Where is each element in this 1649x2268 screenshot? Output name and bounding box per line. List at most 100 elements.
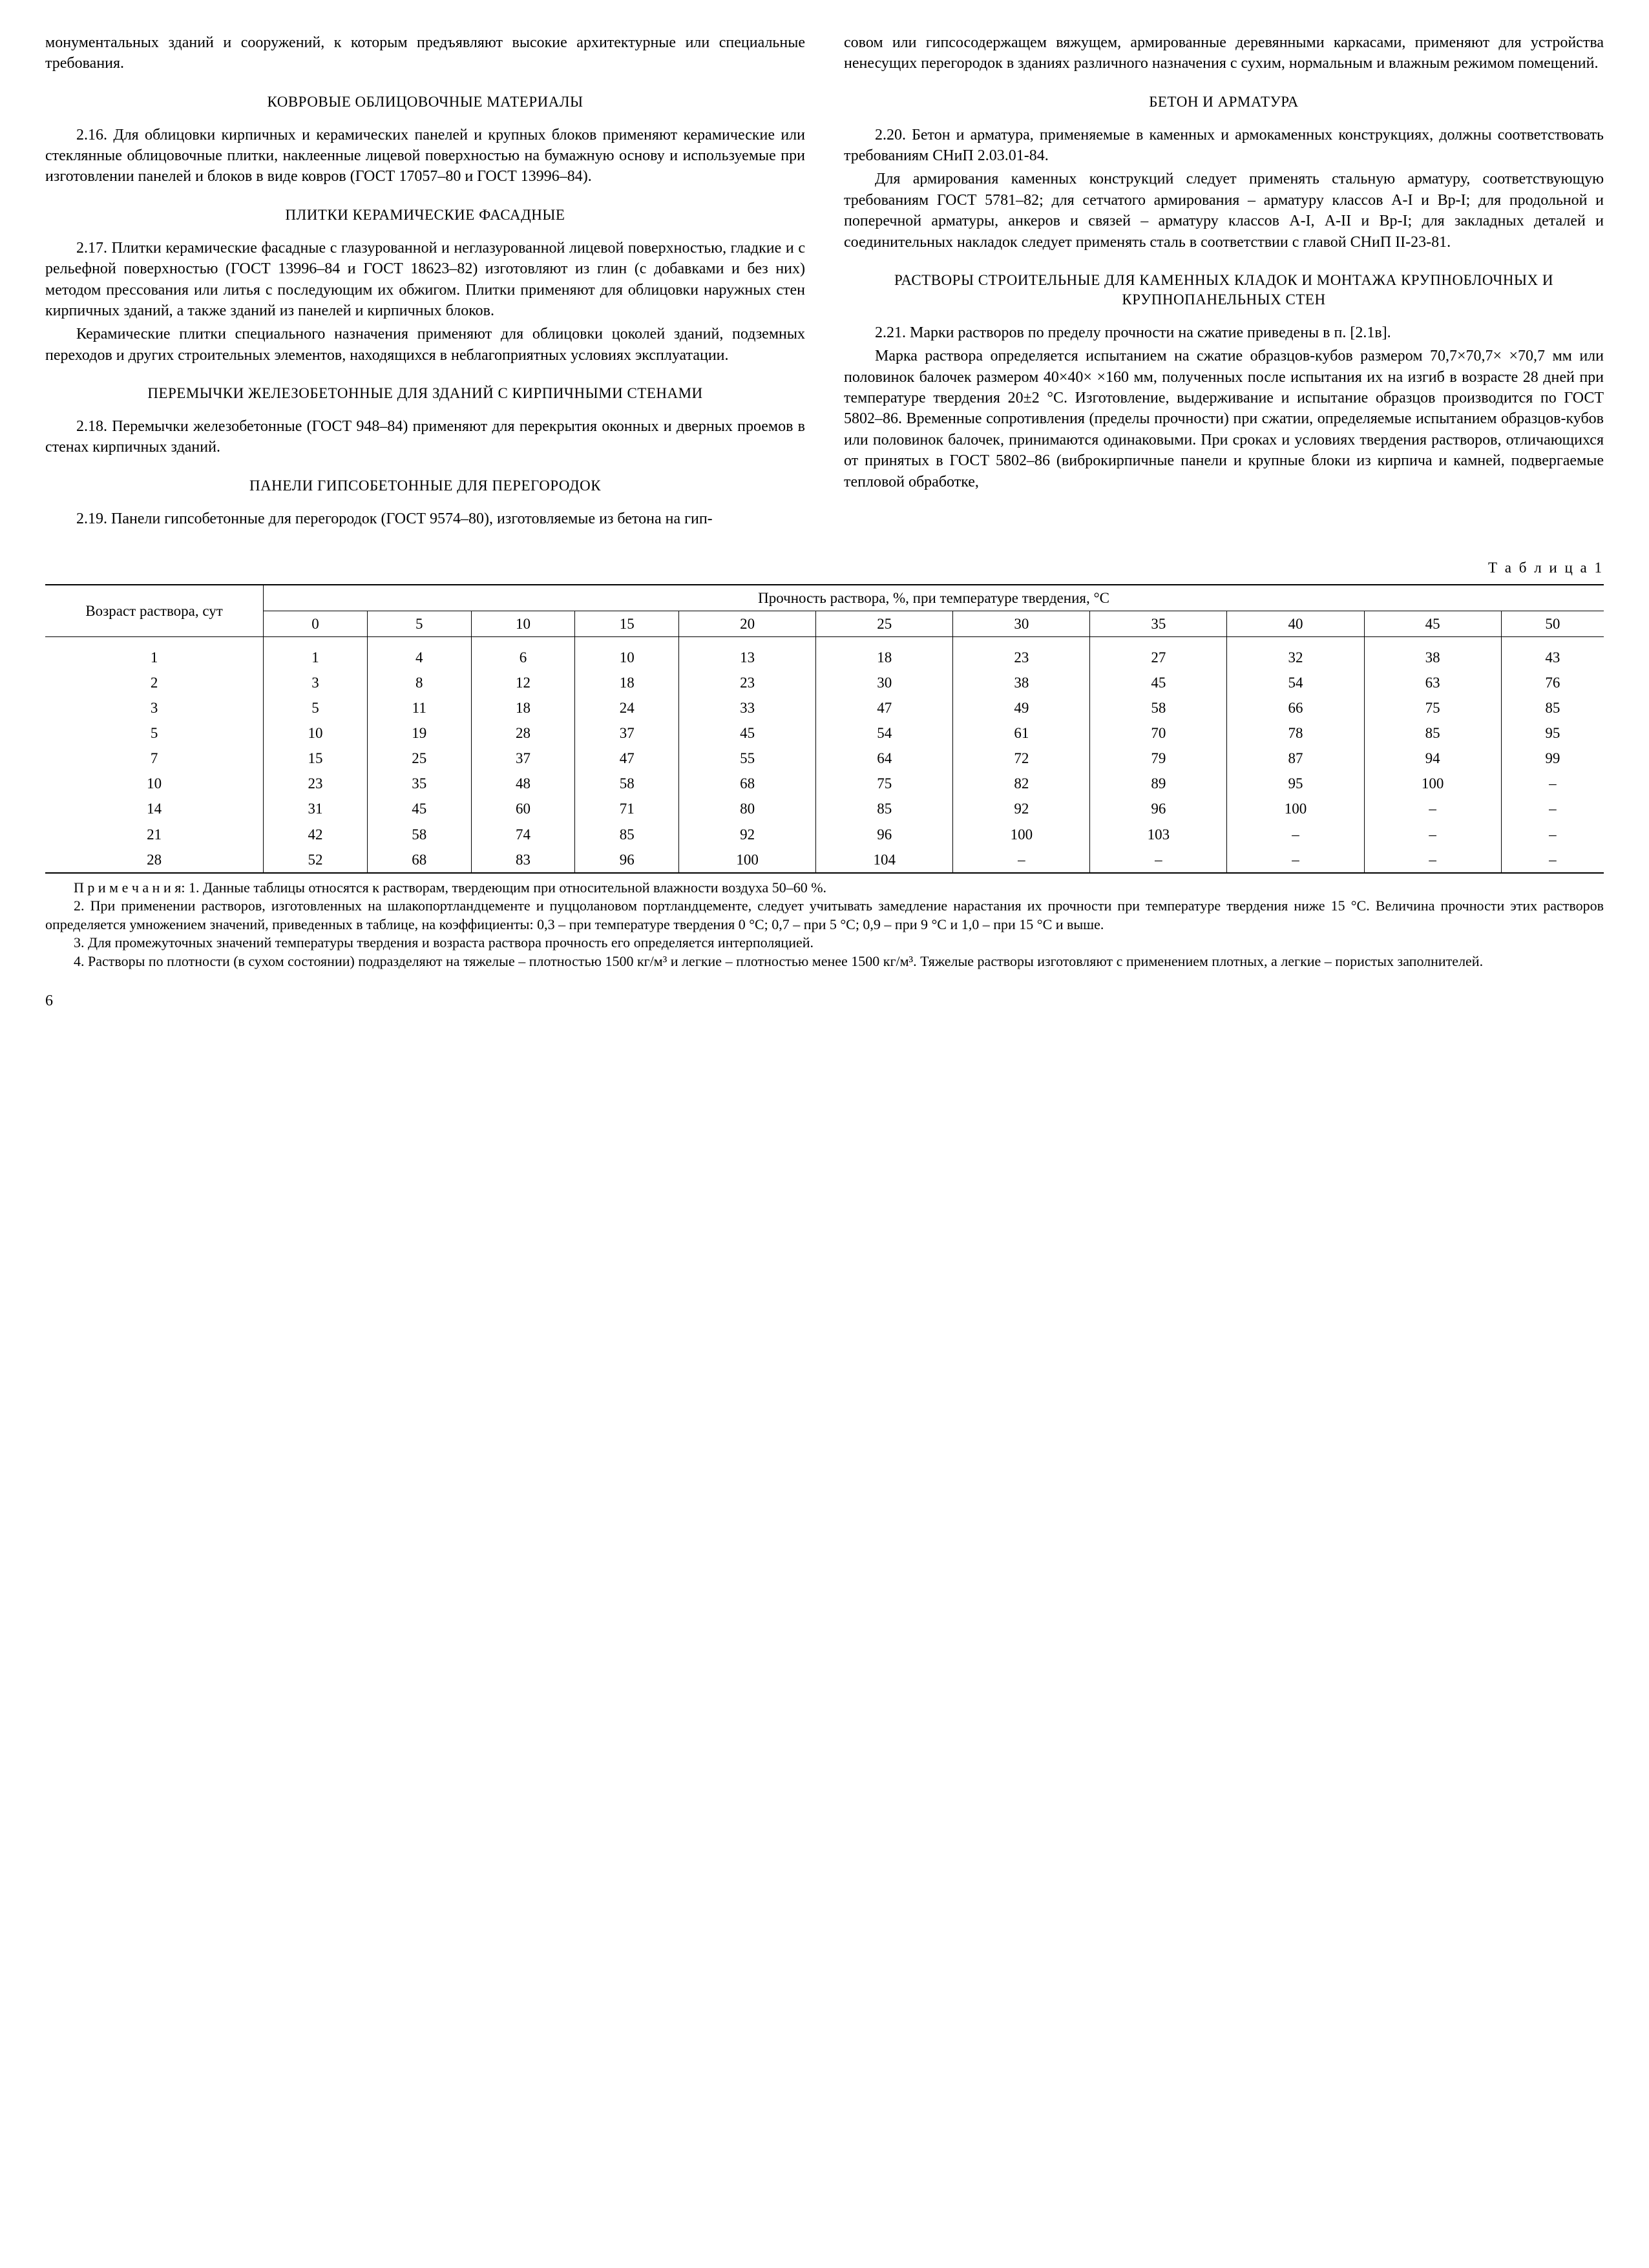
cell-value: 38 [1364, 637, 1501, 671]
cell-value: 87 [1227, 746, 1364, 771]
cell-value: 4 [367, 637, 471, 671]
page-number: 6 [45, 991, 1604, 1011]
cell-value: 85 [1501, 695, 1604, 720]
cell-value: 68 [367, 847, 471, 873]
cell-value: 11 [367, 695, 471, 720]
cell-age: 7 [45, 746, 264, 771]
para-2-17: 2.17. Плитки керамические фасадные с гла… [45, 238, 805, 322]
cell-value: 23 [679, 670, 816, 695]
two-column-layout: монументальных зданий и сооружений, к ко… [45, 32, 1604, 532]
table-h-temp: 25 [816, 611, 953, 637]
cell-value: 8 [367, 670, 471, 695]
cell-value: 10 [264, 720, 368, 746]
cell-value: – [1090, 847, 1227, 873]
cell-value: 52 [264, 847, 368, 873]
cell-value: 38 [953, 670, 1090, 695]
para: Керамические плитки специального назначе… [45, 324, 805, 366]
cell-value: – [1501, 771, 1604, 796]
cell-value: 64 [816, 746, 953, 771]
cell-value: 85 [575, 822, 679, 847]
para: Марка раствора определяется испытанием н… [844, 346, 1604, 492]
heading-mortars: РАСТВОРЫ СТРОИТЕЛЬНЫЕ ДЛЯ КАМЕННЫХ КЛАДО… [844, 271, 1604, 310]
cell-age: 2 [45, 670, 264, 695]
cell-value: 47 [575, 746, 679, 771]
cell-value: 60 [471, 796, 575, 821]
cell-value: 3 [264, 670, 368, 695]
cell-value: 58 [575, 771, 679, 796]
heading-lintels: ПЕРЕМЫЧКИ ЖЕЛЕЗОБЕТОННЫЕ ДЛЯ ЗДАНИЙ С КИ… [45, 384, 805, 403]
cell-value: – [1364, 796, 1501, 821]
cell-value: 23 [264, 771, 368, 796]
cell-value: 61 [953, 720, 1090, 746]
cell-value: – [1501, 847, 1604, 873]
cell-value: 96 [816, 822, 953, 847]
table-h-temp: 40 [1227, 611, 1364, 637]
table-row: 11461013182327323843 [45, 637, 1604, 671]
cell-value: 104 [816, 847, 953, 873]
cell-value: 23 [953, 637, 1090, 671]
table-h-temp: 30 [953, 611, 1090, 637]
para: совом или гипсосодержащем вяжущем, армир… [844, 32, 1604, 74]
cell-value: 100 [1364, 771, 1501, 796]
cell-value: 100 [1227, 796, 1364, 821]
cell-value: 18 [471, 695, 575, 720]
cell-value: 82 [953, 771, 1090, 796]
cell-value: 100 [679, 847, 816, 873]
cell-age: 5 [45, 720, 264, 746]
cell-value: 80 [679, 796, 816, 821]
table-h-temp: 35 [1090, 611, 1227, 637]
cell-value: 85 [1364, 720, 1501, 746]
table-notes: П р и м е ч а н и я: 1. Данные таблицы о… [45, 879, 1604, 971]
cell-value: – [1227, 822, 1364, 847]
cell-value: 37 [471, 746, 575, 771]
cell-value: 78 [1227, 720, 1364, 746]
table-h-temp: 10 [471, 611, 575, 637]
cell-age: 10 [45, 771, 264, 796]
cell-value: 54 [816, 720, 953, 746]
cell-value: 18 [816, 637, 953, 671]
cell-value: 103 [1090, 822, 1227, 847]
cell-value: 18 [575, 670, 679, 695]
cell-value: 1 [264, 637, 368, 671]
para-2-21: 2.21. Марки растворов по пределу прочнос… [844, 322, 1604, 343]
cell-value: 92 [953, 796, 1090, 821]
cell-value: 95 [1501, 720, 1604, 746]
cell-value: 28 [471, 720, 575, 746]
cell-value: 70 [1090, 720, 1227, 746]
mortar-strength-table: Возраст раствора, сут Прочность раствора… [45, 584, 1604, 874]
cell-value: 92 [679, 822, 816, 847]
table-row: 2852688396100104––––– [45, 847, 1604, 873]
table-h-temp: 20 [679, 611, 816, 637]
cell-value: 83 [471, 847, 575, 873]
cell-value: 68 [679, 771, 816, 796]
cell-value: 33 [679, 695, 816, 720]
cell-value: 45 [367, 796, 471, 821]
cell-value: 76 [1501, 670, 1604, 695]
table-h-temp: 50 [1501, 611, 1604, 637]
cell-value: 74 [471, 822, 575, 847]
cell-value: – [1227, 847, 1364, 873]
table-row: 21425874859296100103––– [45, 822, 1604, 847]
cell-value: 30 [816, 670, 953, 695]
para: монументальных зданий и сооружений, к ко… [45, 32, 805, 74]
cell-value: 54 [1227, 670, 1364, 695]
cell-value: 96 [575, 847, 679, 873]
table-h-age: Возраст раствора, сут [45, 585, 264, 637]
right-column: совом или гипсосодержащем вяжущем, армир… [844, 32, 1604, 532]
left-column: монументальных зданий и сооружений, к ко… [45, 32, 805, 532]
cell-value: 71 [575, 796, 679, 821]
note-3: 3. Для промежуточных значений температур… [45, 934, 1604, 952]
cell-value: 94 [1364, 746, 1501, 771]
cell-age: 1 [45, 637, 264, 671]
cell-value: 58 [1090, 695, 1227, 720]
cell-value: 45 [679, 720, 816, 746]
cell-value: 32 [1227, 637, 1364, 671]
cell-value: 35 [367, 771, 471, 796]
table-row: 143145607180859296100–– [45, 796, 1604, 821]
cell-value: 5 [264, 695, 368, 720]
cell-age: 3 [45, 695, 264, 720]
cell-value: 99 [1501, 746, 1604, 771]
cell-value: 24 [575, 695, 679, 720]
table-h-temp: 15 [575, 611, 679, 637]
cell-value: 6 [471, 637, 575, 671]
